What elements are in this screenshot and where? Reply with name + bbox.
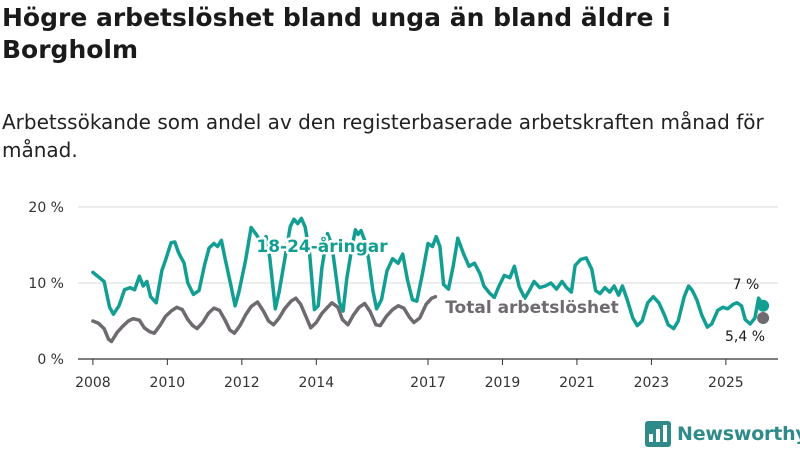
end-value-label-total: 5,4 % [725,329,765,345]
x-tick-label: 2017 [410,375,446,391]
series-line-total [91,294,438,344]
series-label-total: Total arbetslöshet [445,298,619,318]
x-tick-label: 2019 [485,375,521,391]
chart-title: Högre arbetslöshet bland unga än bland ä… [2,3,671,64]
newsworthy-logo: Newsworthy [645,421,800,447]
x-tick-label: 2014 [298,375,334,391]
chart-subtitle: Arbetssökande som andel av den registerb… [2,110,764,162]
x-axis: 2008 2010 2012 2014 2017 2019 2021 2023 2025 [75,358,778,391]
gridlines [78,206,778,284]
series [91,216,770,344]
x-tick-label: 2012 [224,375,260,391]
series-label-youth: 18-24-åringar [256,235,388,257]
newsworthy-logo-icon [645,421,671,447]
x-tick-label: 2010 [150,375,186,391]
y-axis-ticks: 0 % 10 % 20 % [28,200,64,368]
y-tick-label: 10 % [28,276,64,292]
x-tick-label: 2025 [708,375,744,391]
x-tick-label: 2008 [75,375,111,391]
series-line-youth [91,216,765,331]
y-tick-label: 20 % [28,200,64,216]
series-labels: 18-24-åringar Total arbetslöshet 7 % 5,4… [254,233,765,346]
brand-name: Newsworthy [677,423,800,445]
end-value-label-youth: 7 % [733,277,760,293]
series-end-dot-youth [757,299,770,312]
x-tick-label: 2021 [559,375,595,391]
x-tick-label: 2023 [634,375,670,391]
y-tick-label: 0 % [37,352,64,368]
series-end-dot-total [757,311,770,324]
